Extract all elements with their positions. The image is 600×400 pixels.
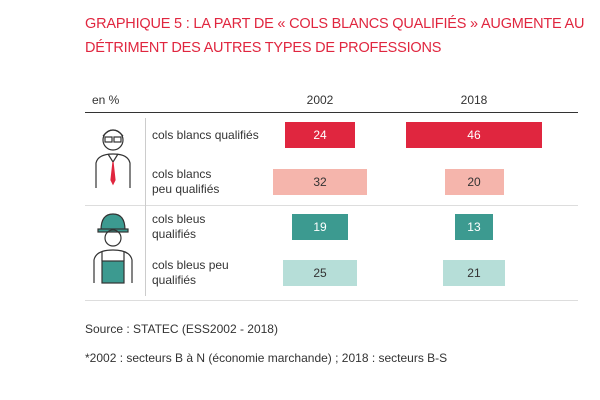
header-rule	[85, 112, 578, 113]
row-label: cols bleus peu qualifiés	[152, 258, 229, 287]
blue-collar-icon	[93, 213, 133, 284]
value-label: 20	[467, 175, 481, 189]
source: Source : STATEC (ESS2002 - 2018)	[85, 322, 278, 336]
bar: 20	[444, 169, 504, 195]
value-label: 32	[313, 175, 327, 189]
unit-label: en %	[92, 93, 120, 107]
row-label: cols blancs qualifiés	[152, 127, 259, 142]
bar: 32	[272, 169, 368, 195]
icons	[93, 129, 133, 284]
group-rule	[85, 300, 578, 301]
value-label: 46	[467, 128, 481, 142]
group-rule	[85, 205, 578, 206]
separator	[145, 118, 146, 296]
bar: 46	[406, 122, 542, 148]
series-header: 2018	[460, 93, 488, 107]
bar: 24	[284, 122, 356, 148]
value-label: 25	[313, 266, 327, 280]
series-header: 2002	[306, 93, 334, 107]
value-label: 19	[313, 220, 327, 234]
white-collar-icon	[95, 129, 131, 188]
bar: 25	[283, 260, 357, 286]
value-label: 21	[467, 266, 481, 280]
value-label: 13	[467, 220, 481, 234]
chart-title: GRAPHIQUE 5 : LA PART DE « COLS BLANCS Q…	[85, 16, 585, 56]
bar: 21	[443, 260, 505, 286]
bar: 19	[291, 214, 349, 240]
row-label: cols bleus qualifiés	[152, 212, 206, 241]
value-label: 24	[313, 128, 327, 142]
bar: 13	[454, 214, 494, 240]
row-label: cols blancs peu qualifiés	[152, 167, 220, 196]
note: *2002 : secteurs B à N (économie marchan…	[85, 351, 448, 365]
